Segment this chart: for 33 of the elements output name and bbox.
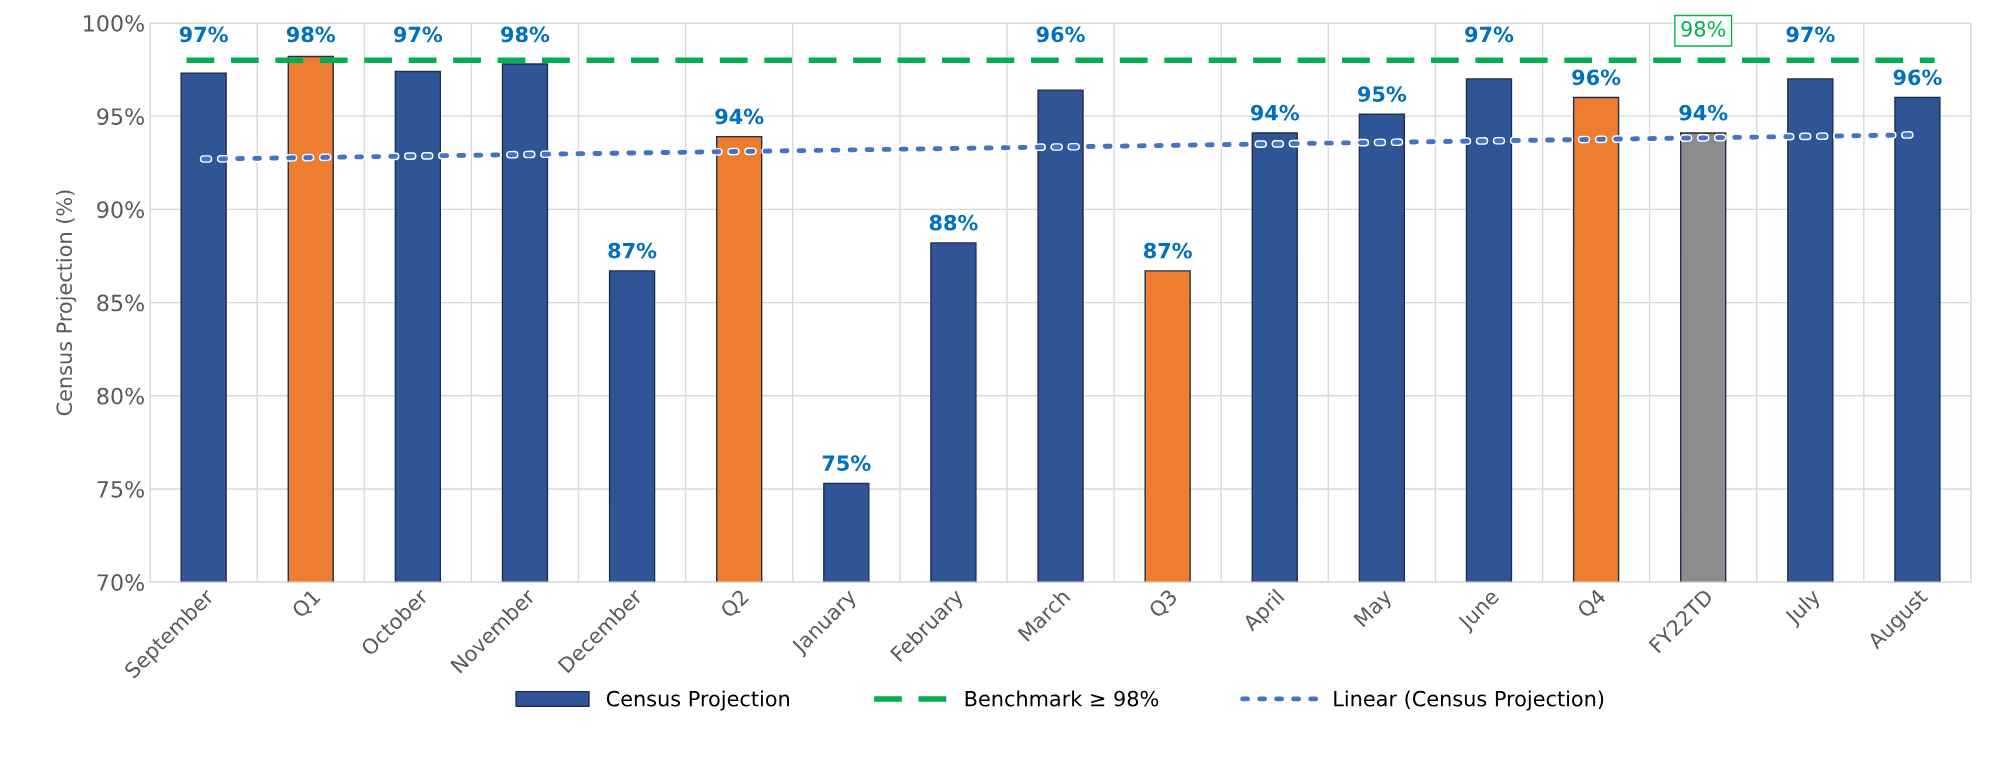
data-label: 97% bbox=[179, 26, 228, 43]
y-tick-label: 75% bbox=[97, 480, 144, 498]
x-tick-label: Q3 bbox=[1147, 588, 1180, 621]
legend-label: Census Projection bbox=[606, 690, 789, 711]
y-axis-title: Census Projection (%) bbox=[55, 190, 77, 416]
y-tick-label: 90% bbox=[97, 201, 144, 219]
data-label: 97% bbox=[1465, 26, 1514, 43]
data-label: 96% bbox=[1572, 69, 1621, 86]
data-label: 98% bbox=[286, 26, 336, 43]
annotation: 98% bbox=[1681, 21, 1726, 37]
data-label: 94% bbox=[1679, 104, 1728, 121]
legend-label: Benchmark ≥ 98% bbox=[965, 690, 1159, 707]
data-label: 97% bbox=[1786, 26, 1835, 43]
data-label: 95% bbox=[1358, 86, 1407, 102]
y-tick-label: 85% bbox=[97, 294, 144, 312]
legend-label: Linear (Census Projection) bbox=[1334, 690, 1604, 711]
y-tick-label: 80% bbox=[97, 387, 144, 405]
data-label: 96% bbox=[1893, 69, 1942, 86]
data-label: 97% bbox=[394, 26, 443, 43]
data-label: 87% bbox=[608, 242, 657, 259]
y-tick-label: 100% bbox=[84, 14, 144, 32]
data-label: 94% bbox=[1250, 104, 1300, 121]
x-tick-label: Q1 bbox=[290, 588, 323, 621]
x-tick-label: Q2 bbox=[719, 588, 751, 621]
x-tick-label: Q4 bbox=[1576, 588, 1609, 621]
y-tick-label: 70% bbox=[97, 574, 144, 591]
data-label: 88% bbox=[929, 214, 978, 231]
data-label: 98% bbox=[501, 26, 550, 43]
y-tick-label: 95% bbox=[97, 108, 144, 125]
data-label: 75% bbox=[822, 455, 871, 471]
data-label: 96% bbox=[1036, 26, 1085, 43]
data-label: 94% bbox=[715, 108, 764, 125]
data-label: 87% bbox=[1143, 242, 1192, 259]
